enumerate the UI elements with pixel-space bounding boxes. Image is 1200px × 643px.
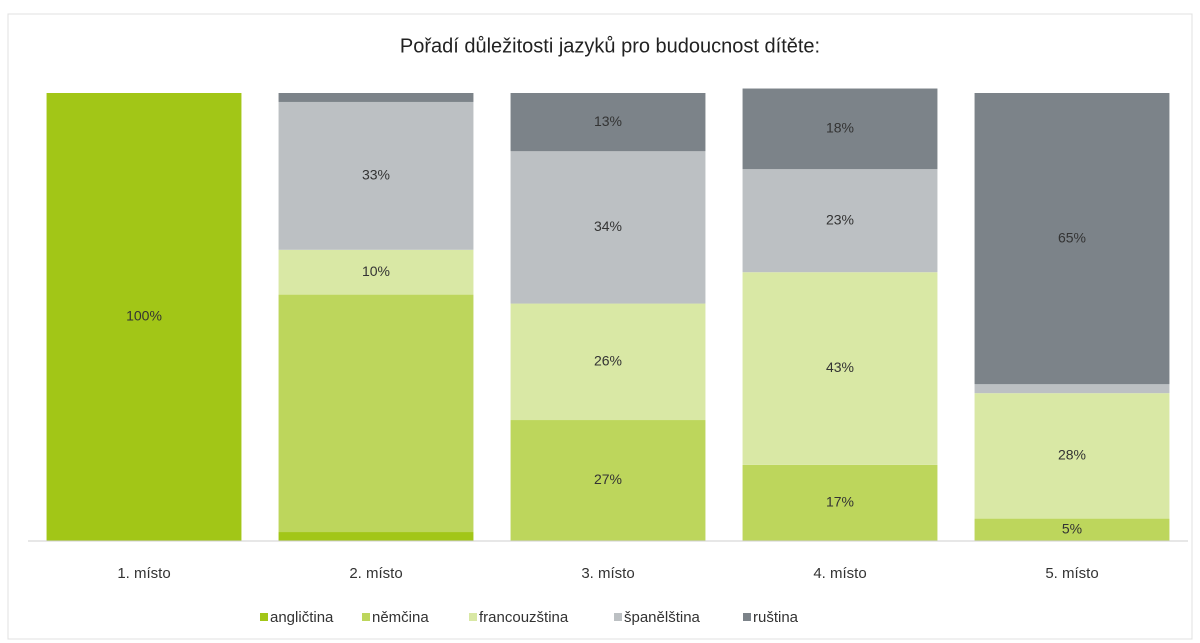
bar-segment: [742, 464, 938, 541]
legend-label: francouzština: [479, 609, 569, 626]
legend-swatch: [362, 613, 370, 621]
data-label: 26%: [594, 353, 622, 369]
x-tick-label: 4. místo: [813, 565, 866, 582]
x-tick-label: 2. místo: [349, 565, 402, 582]
data-label: 28%: [1058, 447, 1086, 463]
bar-segment: [46, 93, 242, 541]
data-label: 33%: [362, 167, 390, 183]
x-tick-label: 1. místo: [117, 565, 170, 582]
bar-segment: [510, 420, 706, 541]
bar-segment: [278, 294, 474, 533]
data-label: 18%: [826, 120, 854, 136]
legend-swatch: [469, 613, 477, 621]
x-tick-label: 5. místo: [1045, 565, 1098, 582]
bar-segment: [510, 303, 706, 421]
legend-swatch: [260, 613, 268, 621]
x-tick-label: 3. místo: [581, 565, 634, 582]
data-label: 65%: [1058, 229, 1086, 245]
bar-segment: [974, 393, 1170, 519]
data-label: 100%: [126, 308, 162, 324]
bar-segment: [742, 169, 938, 273]
bar-segment: [510, 151, 706, 304]
bar-segment: [742, 272, 938, 465]
bar-segment: [510, 93, 706, 152]
data-label: 17%: [826, 494, 854, 510]
bar-segment: [974, 93, 1170, 385]
data-label: 23%: [826, 211, 854, 227]
bar-segment: [278, 101, 474, 250]
bar-segment: [278, 249, 474, 295]
legend-label: ruština: [753, 609, 799, 626]
bar-segment: [278, 532, 474, 541]
data-label: 43%: [826, 359, 854, 375]
data-label: 13%: [594, 113, 622, 129]
legend-label: angličtina: [270, 609, 334, 626]
legend-swatch: [743, 613, 751, 621]
chart-title: Pořadí důležitosti jazyků pro budoucnost…: [400, 35, 820, 57]
bar-segment: [974, 518, 1170, 541]
legend-swatch: [614, 613, 622, 621]
legend-label: španělština: [624, 609, 701, 626]
bar-segment: [278, 93, 474, 102]
data-label: 5%: [1062, 521, 1082, 537]
data-label: 27%: [594, 471, 622, 487]
bar-segment: [974, 384, 1170, 394]
data-label: 34%: [594, 218, 622, 234]
legend-label: němčina: [372, 609, 429, 626]
bar-segment: [742, 88, 938, 170]
data-label: 10%: [362, 263, 390, 279]
